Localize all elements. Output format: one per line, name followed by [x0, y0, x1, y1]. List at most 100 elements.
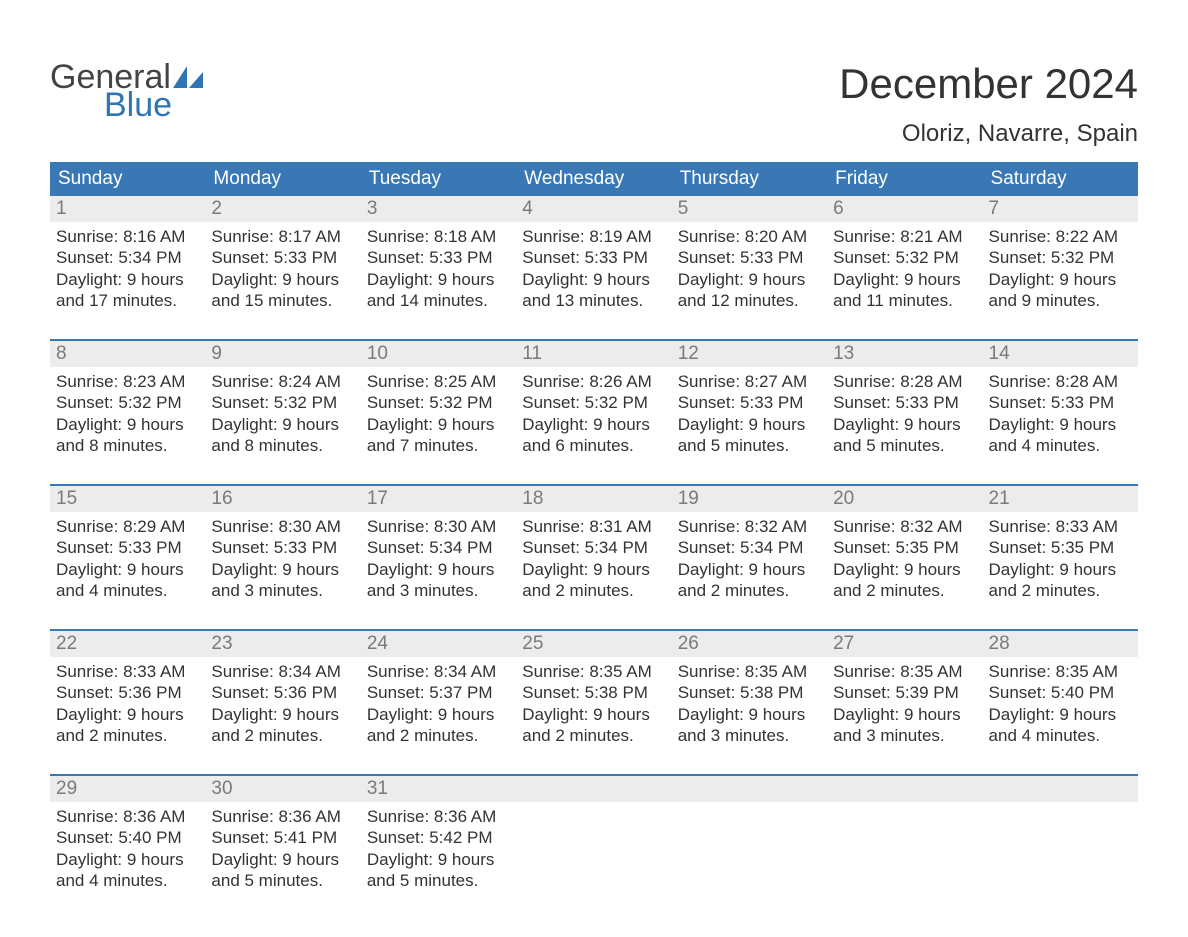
calendar-week: 1Sunrise: 8:16 AMSunset: 5:34 PMDaylight…: [50, 196, 1138, 317]
daylight-line2: and 8 minutes.: [211, 435, 354, 456]
day-number: 14: [983, 341, 1138, 367]
calendar-day: 20Sunrise: 8:32 AMSunset: 5:35 PMDayligh…: [827, 486, 982, 607]
day-number: 28: [983, 631, 1138, 657]
day-number: 11: [516, 341, 671, 367]
sunset-text: Sunset: 5:36 PM: [211, 682, 354, 703]
day-details: Sunrise: 8:31 AMSunset: 5:34 PMDaylight:…: [516, 512, 671, 607]
sunrise-text: Sunrise: 8:33 AM: [56, 661, 199, 682]
day-details: Sunrise: 8:35 AMSunset: 5:39 PMDaylight:…: [827, 657, 982, 752]
location-subtitle: Oloriz, Navarre, Spain: [839, 120, 1138, 148]
day-number: 31: [361, 776, 516, 802]
day-details: Sunrise: 8:32 AMSunset: 5:34 PMDaylight:…: [672, 512, 827, 607]
daylight-line2: and 14 minutes.: [367, 290, 510, 311]
day-details: Sunrise: 8:35 AMSunset: 5:38 PMDaylight:…: [672, 657, 827, 752]
sunset-text: Sunset: 5:33 PM: [56, 537, 199, 558]
sunrise-text: Sunrise: 8:34 AM: [211, 661, 354, 682]
daylight-line1: Daylight: 9 hours: [678, 704, 821, 725]
header-row: General Blue December 2024 Oloriz, Navar…: [50, 60, 1138, 148]
day-details: Sunrise: 8:29 AMSunset: 5:33 PMDaylight:…: [50, 512, 205, 607]
daylight-line2: and 2 minutes.: [989, 580, 1132, 601]
daylight-line2: and 2 minutes.: [367, 725, 510, 746]
day-number: 26: [672, 631, 827, 657]
sunrise-text: Sunrise: 8:31 AM: [522, 516, 665, 537]
day-number: 30: [205, 776, 360, 802]
calendar-day: [827, 776, 982, 897]
sunrise-text: Sunrise: 8:16 AM: [56, 226, 199, 247]
calendar-day: 25Sunrise: 8:35 AMSunset: 5:38 PMDayligh…: [516, 631, 671, 752]
month-title: December 2024: [839, 60, 1138, 108]
sunrise-text: Sunrise: 8:35 AM: [833, 661, 976, 682]
sunrise-text: Sunrise: 8:18 AM: [367, 226, 510, 247]
sunrise-text: Sunrise: 8:24 AM: [211, 371, 354, 392]
weekday-header-row: Sunday Monday Tuesday Wednesday Thursday…: [50, 162, 1138, 196]
daylight-line2: and 4 minutes.: [989, 435, 1132, 456]
day-details: Sunrise: 8:25 AMSunset: 5:32 PMDaylight:…: [361, 367, 516, 462]
day-number: 1: [50, 196, 205, 222]
sunrise-text: Sunrise: 8:36 AM: [367, 806, 510, 827]
calendar-day: 2Sunrise: 8:17 AMSunset: 5:33 PMDaylight…: [205, 196, 360, 317]
sunset-text: Sunset: 5:39 PM: [833, 682, 976, 703]
daylight-line2: and 6 minutes.: [522, 435, 665, 456]
day-number: 27: [827, 631, 982, 657]
calendar: Sunday Monday Tuesday Wednesday Thursday…: [50, 162, 1138, 897]
calendar-day: 26Sunrise: 8:35 AMSunset: 5:38 PMDayligh…: [672, 631, 827, 752]
calendar-week: 8Sunrise: 8:23 AMSunset: 5:32 PMDaylight…: [50, 339, 1138, 462]
day-number: 16: [205, 486, 360, 512]
daylight-line2: and 4 minutes.: [56, 870, 199, 891]
daylight-line2: and 4 minutes.: [989, 725, 1132, 746]
daylight-line2: and 2 minutes.: [56, 725, 199, 746]
calendar-day: 27Sunrise: 8:35 AMSunset: 5:39 PMDayligh…: [827, 631, 982, 752]
calendar-day: 19Sunrise: 8:32 AMSunset: 5:34 PMDayligh…: [672, 486, 827, 607]
day-number: [827, 776, 982, 802]
day-details: Sunrise: 8:16 AMSunset: 5:34 PMDaylight:…: [50, 222, 205, 317]
calendar-week: 29Sunrise: 8:36 AMSunset: 5:40 PMDayligh…: [50, 774, 1138, 897]
calendar-day: 29Sunrise: 8:36 AMSunset: 5:40 PMDayligh…: [50, 776, 205, 897]
day-details: Sunrise: 8:24 AMSunset: 5:32 PMDaylight:…: [205, 367, 360, 462]
day-details: Sunrise: 8:30 AMSunset: 5:33 PMDaylight:…: [205, 512, 360, 607]
calendar-day: 1Sunrise: 8:16 AMSunset: 5:34 PMDaylight…: [50, 196, 205, 317]
calendar-day: 6Sunrise: 8:21 AMSunset: 5:32 PMDaylight…: [827, 196, 982, 317]
sunrise-text: Sunrise: 8:26 AM: [522, 371, 665, 392]
day-details: Sunrise: 8:36 AMSunset: 5:42 PMDaylight:…: [361, 802, 516, 897]
sunrise-text: Sunrise: 8:30 AM: [211, 516, 354, 537]
sunrise-text: Sunrise: 8:36 AM: [56, 806, 199, 827]
day-details: Sunrise: 8:36 AMSunset: 5:41 PMDaylight:…: [205, 802, 360, 897]
sunset-text: Sunset: 5:38 PM: [678, 682, 821, 703]
weekday-saturday: Saturday: [983, 162, 1138, 196]
daylight-line1: Daylight: 9 hours: [833, 269, 976, 290]
sunrise-text: Sunrise: 8:32 AM: [833, 516, 976, 537]
sunrise-text: Sunrise: 8:20 AM: [678, 226, 821, 247]
daylight-line2: and 3 minutes.: [211, 580, 354, 601]
day-details: [983, 802, 1138, 812]
day-details: Sunrise: 8:30 AMSunset: 5:34 PMDaylight:…: [361, 512, 516, 607]
daylight-line1: Daylight: 9 hours: [211, 414, 354, 435]
daylight-line1: Daylight: 9 hours: [367, 414, 510, 435]
day-details: Sunrise: 8:21 AMSunset: 5:32 PMDaylight:…: [827, 222, 982, 317]
calendar-week: 22Sunrise: 8:33 AMSunset: 5:36 PMDayligh…: [50, 629, 1138, 752]
sunrise-text: Sunrise: 8:19 AM: [522, 226, 665, 247]
weekday-wednesday: Wednesday: [516, 162, 671, 196]
day-details: Sunrise: 8:32 AMSunset: 5:35 PMDaylight:…: [827, 512, 982, 607]
day-number: 9: [205, 341, 360, 367]
day-number: 18: [516, 486, 671, 512]
calendar-day: 21Sunrise: 8:33 AMSunset: 5:35 PMDayligh…: [983, 486, 1138, 607]
daylight-line2: and 9 minutes.: [989, 290, 1132, 311]
sunset-text: Sunset: 5:34 PM: [367, 537, 510, 558]
day-details: Sunrise: 8:36 AMSunset: 5:40 PMDaylight:…: [50, 802, 205, 897]
day-number: 21: [983, 486, 1138, 512]
day-number: 17: [361, 486, 516, 512]
daylight-line1: Daylight: 9 hours: [56, 849, 199, 870]
daylight-line1: Daylight: 9 hours: [367, 849, 510, 870]
calendar-day: [672, 776, 827, 897]
calendar-day: 4Sunrise: 8:19 AMSunset: 5:33 PMDaylight…: [516, 196, 671, 317]
sunset-text: Sunset: 5:34 PM: [522, 537, 665, 558]
day-details: Sunrise: 8:26 AMSunset: 5:32 PMDaylight:…: [516, 367, 671, 462]
day-number: 10: [361, 341, 516, 367]
daylight-line1: Daylight: 9 hours: [989, 559, 1132, 580]
daylight-line2: and 3 minutes.: [367, 580, 510, 601]
day-number: 15: [50, 486, 205, 512]
sunset-text: Sunset: 5:33 PM: [833, 392, 976, 413]
sunset-text: Sunset: 5:33 PM: [522, 247, 665, 268]
sunrise-text: Sunrise: 8:35 AM: [989, 661, 1132, 682]
daylight-line2: and 3 minutes.: [678, 725, 821, 746]
